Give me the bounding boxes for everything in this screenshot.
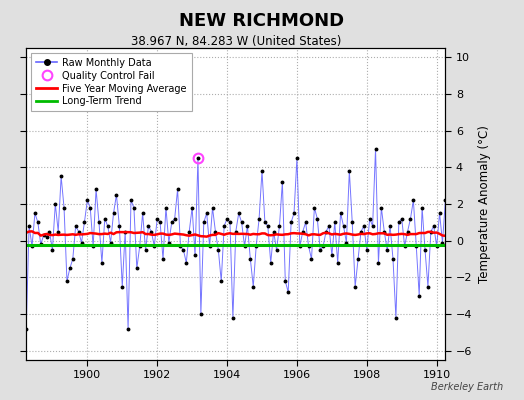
Text: NEW RICHMOND: NEW RICHMOND [179,12,345,30]
Text: Berkeley Earth: Berkeley Earth [431,382,503,392]
Title: 38.967 N, 84.283 W (United States): 38.967 N, 84.283 W (United States) [130,35,341,48]
Y-axis label: Temperature Anomaly (°C): Temperature Anomaly (°C) [478,125,491,283]
Legend: Raw Monthly Data, Quality Control Fail, Five Year Moving Average, Long-Term Tren: Raw Monthly Data, Quality Control Fail, … [31,53,192,111]
